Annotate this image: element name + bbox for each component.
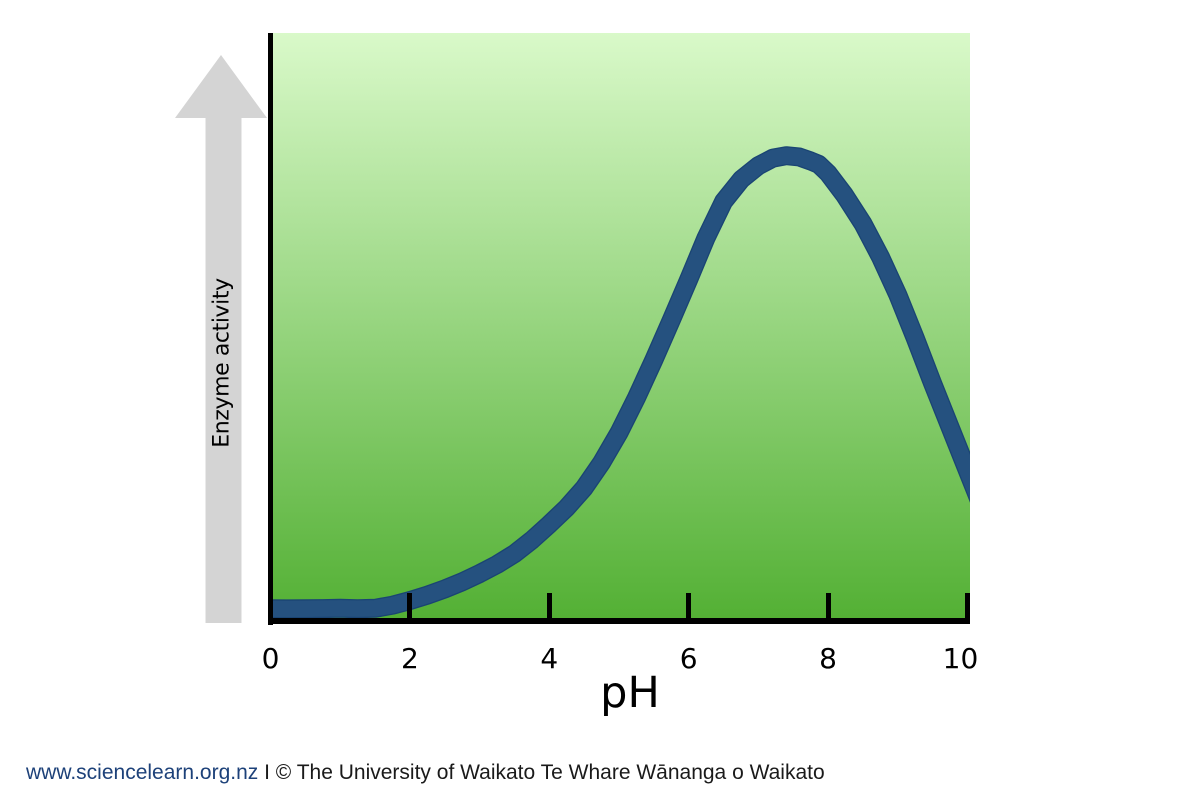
x-tick-label-10: 10 [942, 642, 979, 675]
footer-credit-text: © The University of Waikato Te Whare Wān… [275, 761, 825, 784]
x-tick-label-4: 4 [540, 642, 559, 675]
x-tick-10 [965, 593, 970, 620]
x-tick-8 [825, 593, 831, 620]
footer-credit: www.sciencelearn.org.nz I © The Universi… [26, 761, 825, 785]
footer-separator: I [258, 761, 276, 784]
footer-link[interactable]: www.sciencelearn.org.nz [26, 761, 259, 784]
up-arrow-icon [175, 55, 267, 623]
x-tick-label-8: 8 [819, 642, 837, 675]
y-axis [268, 33, 273, 625]
x-axis-label: pH [600, 668, 660, 718]
x-axis [268, 618, 970, 624]
x-tick-label-2: 2 [400, 642, 419, 675]
x-tick-6 [686, 593, 692, 620]
y-axis-label: Enzyme activity [209, 278, 235, 448]
x-tick-label-6: 6 [679, 642, 698, 675]
x-tick-2 [407, 593, 413, 620]
enzyme-activity-curve [270, 146, 970, 619]
x-tick-4 [546, 593, 552, 620]
x-tick-label-0: 0 [261, 642, 280, 675]
curve-line [270, 147, 970, 618]
y-axis-arrow [175, 55, 267, 623]
plot-area [270, 33, 970, 620]
